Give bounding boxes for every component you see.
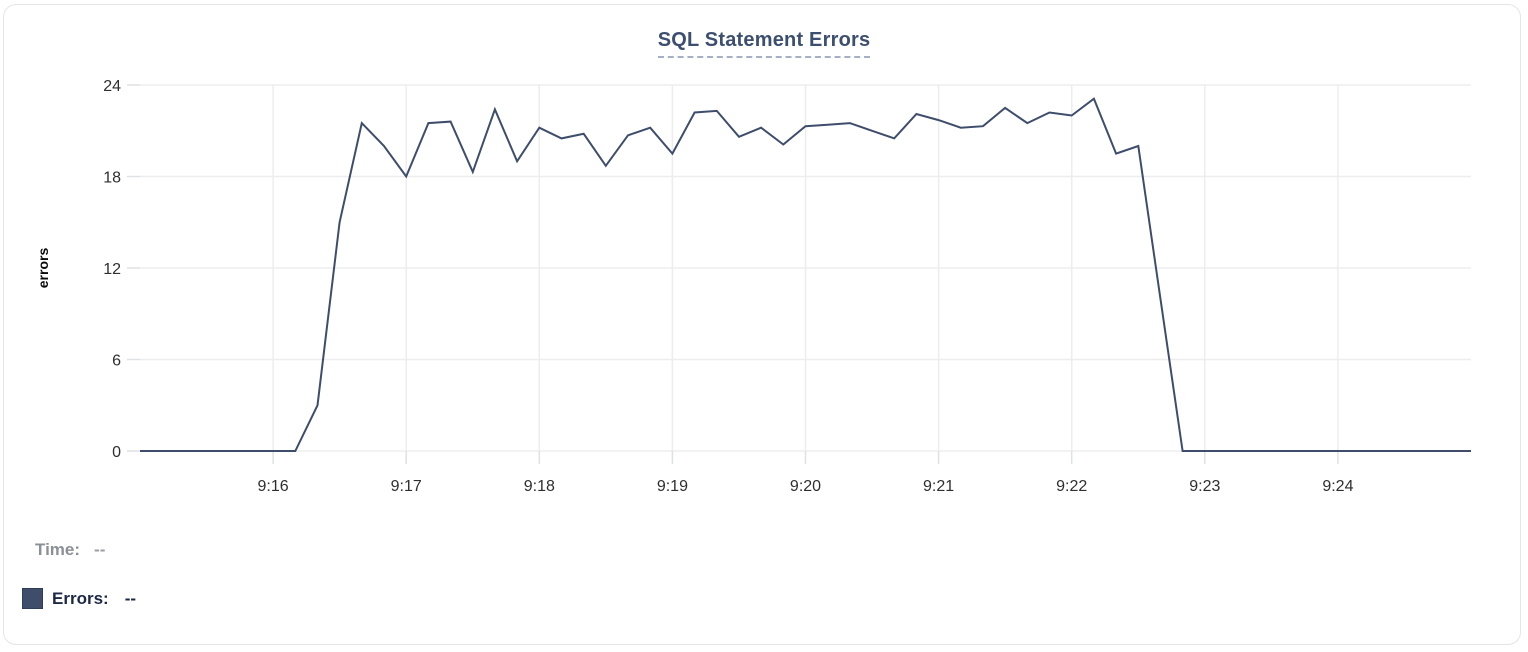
y-axis-tick-label: 24: [103, 78, 121, 95]
x-axis-tick-label: 9:18: [524, 478, 555, 495]
y-axis-tick-label: 6: [112, 353, 121, 370]
x-axis-tick-label: 9:20: [790, 478, 821, 495]
chart-legend: Time: -- Errors: --: [22, 538, 136, 610]
chart-card: [3, 4, 1521, 645]
x-axis-tick-label: 9:17: [391, 478, 422, 495]
chart-title-wrap: SQL Statement Errors: [0, 29, 1528, 58]
x-axis-tick-label: 9:24: [1322, 478, 1353, 495]
legend-errors-value: --: [124, 588, 137, 608]
legend-time-value: --: [94, 539, 106, 559]
legend-errors-label: Errors:: [52, 588, 109, 608]
legend-errors-row: Errors: --: [22, 587, 136, 610]
errors-line-series: [140, 97, 1471, 452]
legend-time-row: Time: --: [35, 538, 136, 561]
x-axis-tick-label: 9:23: [1189, 478, 1220, 495]
x-axis-tick-label: 9:21: [923, 478, 954, 495]
x-axis-tick-label: 9:16: [258, 478, 289, 495]
legend-time-label: Time:: [35, 539, 81, 559]
y-axis-tick-label: 12: [103, 261, 121, 278]
errors-series-swatch: [22, 588, 43, 609]
chart-title[interactable]: SQL Statement Errors: [657, 29, 871, 58]
x-axis-tick-label: 9:22: [1056, 478, 1087, 495]
y-axis-title: errors: [35, 248, 51, 289]
y-axis-tick-label: 18: [103, 170, 121, 187]
y-axis-tick-label: 0: [112, 444, 121, 461]
x-axis-tick-label: 9:19: [657, 478, 688, 495]
